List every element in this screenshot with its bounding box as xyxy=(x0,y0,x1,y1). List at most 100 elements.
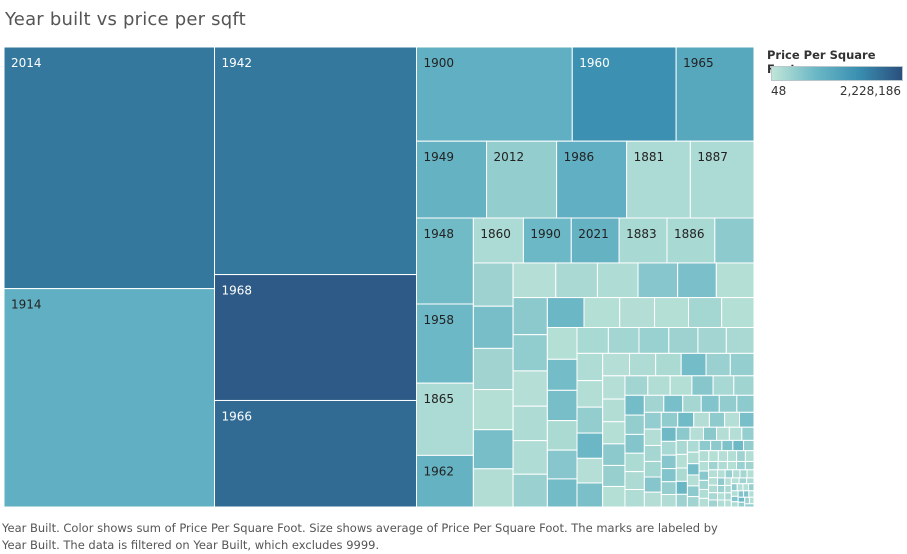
treemap-cell[interactable] xyxy=(663,394,684,413)
treemap-cell[interactable] xyxy=(546,420,578,451)
treemap-cell[interactable] xyxy=(628,352,657,377)
treemap-cell[interactable] xyxy=(726,460,737,471)
treemap-cell[interactable] xyxy=(602,375,626,400)
treemap-cell[interactable] xyxy=(724,477,732,486)
treemap-cell[interactable] xyxy=(602,352,630,377)
treemap-cell[interactable] xyxy=(748,490,755,498)
treemap-cell[interactable] xyxy=(619,297,656,328)
treemap-cell[interactable] xyxy=(555,262,598,299)
treemap-cell[interactable] xyxy=(698,497,710,508)
treemap-cell[interactable] xyxy=(602,485,626,508)
treemap-cell[interactable] xyxy=(576,432,604,459)
treemap-cell[interactable] xyxy=(686,496,700,508)
treemap-cell[interactable] xyxy=(730,477,740,485)
treemap-cell[interactable] xyxy=(607,326,640,354)
treemap-cell[interactable] xyxy=(643,394,665,413)
treemap-cell[interactable] xyxy=(746,469,755,479)
treemap-cell[interactable] xyxy=(738,477,748,485)
treemap-cell[interactable] xyxy=(697,326,727,354)
treemap-cell[interactable] xyxy=(576,482,604,508)
treemap-cell[interactable] xyxy=(721,439,734,452)
treemap-cell-1949[interactable] xyxy=(416,140,488,219)
treemap-cell[interactable] xyxy=(744,496,750,505)
treemap-cell-1965[interactable] xyxy=(675,46,755,142)
treemap-cell[interactable] xyxy=(708,460,719,471)
treemap-cell[interactable] xyxy=(700,394,720,413)
treemap-cell-2012[interactable] xyxy=(486,140,558,219)
treemap-cell[interactable] xyxy=(602,464,626,487)
treemap-cell[interactable] xyxy=(686,439,700,453)
treemap-cell[interactable] xyxy=(643,428,662,446)
treemap-cell[interactable] xyxy=(660,440,677,456)
treemap-cell[interactable] xyxy=(654,297,690,328)
treemap-cell[interactable] xyxy=(732,439,745,452)
treemap-cell[interactable] xyxy=(675,467,688,482)
treemap-cell-1914[interactable] xyxy=(3,288,216,508)
treemap-cell[interactable] xyxy=(698,488,710,499)
treemap-cell[interactable] xyxy=(546,358,578,391)
treemap-cell[interactable] xyxy=(693,411,710,428)
treemap-cell[interactable] xyxy=(512,473,548,508)
treemap-cell[interactable] xyxy=(725,326,755,354)
treemap-cell[interactable] xyxy=(643,476,662,493)
treemap-cell[interactable] xyxy=(739,411,755,428)
treemap-cell[interactable] xyxy=(624,452,645,473)
treemap-cell[interactable] xyxy=(748,496,755,505)
treemap-cell[interactable] xyxy=(736,394,755,413)
treemap-cell[interactable] xyxy=(730,490,739,497)
treemap-cell[interactable] xyxy=(576,352,604,382)
treemap-cell[interactable] xyxy=(746,477,755,485)
treemap-cell-1948[interactable] xyxy=(416,217,474,305)
treemap-cell[interactable] xyxy=(748,483,755,492)
treemap-cell-2014[interactable] xyxy=(3,46,216,290)
treemap-cell[interactable] xyxy=(637,262,679,299)
treemap-cell-1881[interactable] xyxy=(626,140,691,219)
treemap-cell[interactable] xyxy=(643,411,662,430)
treemap-cell[interactable] xyxy=(576,457,604,484)
treemap-cell[interactable] xyxy=(744,460,755,471)
treemap-cell[interactable] xyxy=(717,469,726,479)
treemap-cell[interactable] xyxy=(724,411,741,428)
treemap-cell[interactable] xyxy=(512,405,548,442)
treemap-cell[interactable] xyxy=(660,468,677,483)
treemap-cell-1958[interactable] xyxy=(416,303,474,384)
treemap-cell[interactable] xyxy=(624,375,649,396)
treemap-cell[interactable] xyxy=(716,426,730,441)
treemap-cell[interactable] xyxy=(743,439,755,452)
treemap-cell[interactable] xyxy=(624,414,645,435)
treemap-cell[interactable] xyxy=(686,451,700,465)
treemap-cell[interactable] xyxy=(677,411,695,428)
treemap-cell-1960[interactable] xyxy=(571,46,677,142)
treemap-cell[interactable] xyxy=(660,426,677,442)
treemap-cell[interactable] xyxy=(638,326,670,354)
treemap-cell[interactable] xyxy=(655,352,682,377)
treemap-cell[interactable] xyxy=(677,262,717,299)
treemap-cell[interactable] xyxy=(708,499,719,508)
treemap-cell[interactable] xyxy=(737,501,746,508)
treemap-cell[interactable] xyxy=(708,484,719,494)
treemap-cell[interactable] xyxy=(739,469,748,479)
treemap-cell-1986[interactable] xyxy=(556,140,628,219)
treemap-cell[interactable] xyxy=(708,411,726,428)
treemap-cell[interactable] xyxy=(472,389,514,431)
treemap-cell-1886[interactable] xyxy=(666,217,716,264)
treemap-cell[interactable] xyxy=(546,449,578,480)
treemap-cell[interactable] xyxy=(546,326,578,360)
treemap-cell[interactable] xyxy=(728,426,743,441)
treemap-cell[interactable] xyxy=(708,469,719,479)
treemap-cell-1865[interactable] xyxy=(416,382,474,456)
treemap-cell-1966[interactable] xyxy=(214,399,418,508)
treemap-cell[interactable] xyxy=(512,440,548,475)
treemap-cell[interactable] xyxy=(624,394,645,416)
treemap-cell[interactable] xyxy=(730,495,739,503)
treemap-cell[interactable] xyxy=(472,347,514,391)
treemap-cell[interactable] xyxy=(708,477,719,486)
treemap-cell[interactable] xyxy=(602,443,626,466)
treemap-cell[interactable] xyxy=(708,492,719,501)
treemap-cell-1962[interactable] xyxy=(416,454,474,508)
treemap-cell-1942[interactable] xyxy=(214,46,418,276)
treemap-cell[interactable] xyxy=(712,375,735,396)
treemap-cell[interactable] xyxy=(686,463,700,476)
treemap-cell[interactable] xyxy=(512,334,548,372)
treemap-cell[interactable] xyxy=(698,470,710,481)
